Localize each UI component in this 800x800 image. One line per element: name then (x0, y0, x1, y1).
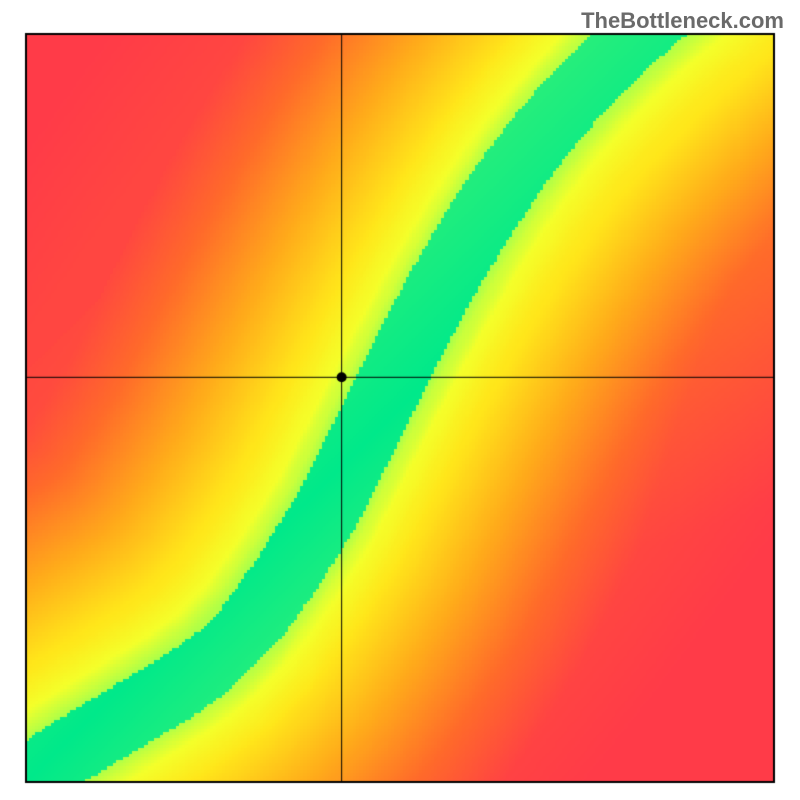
watermark-text: TheBottleneck.com (581, 8, 784, 34)
heatmap-canvas (0, 0, 800, 800)
chart-container: TheBottleneck.com (0, 0, 800, 800)
